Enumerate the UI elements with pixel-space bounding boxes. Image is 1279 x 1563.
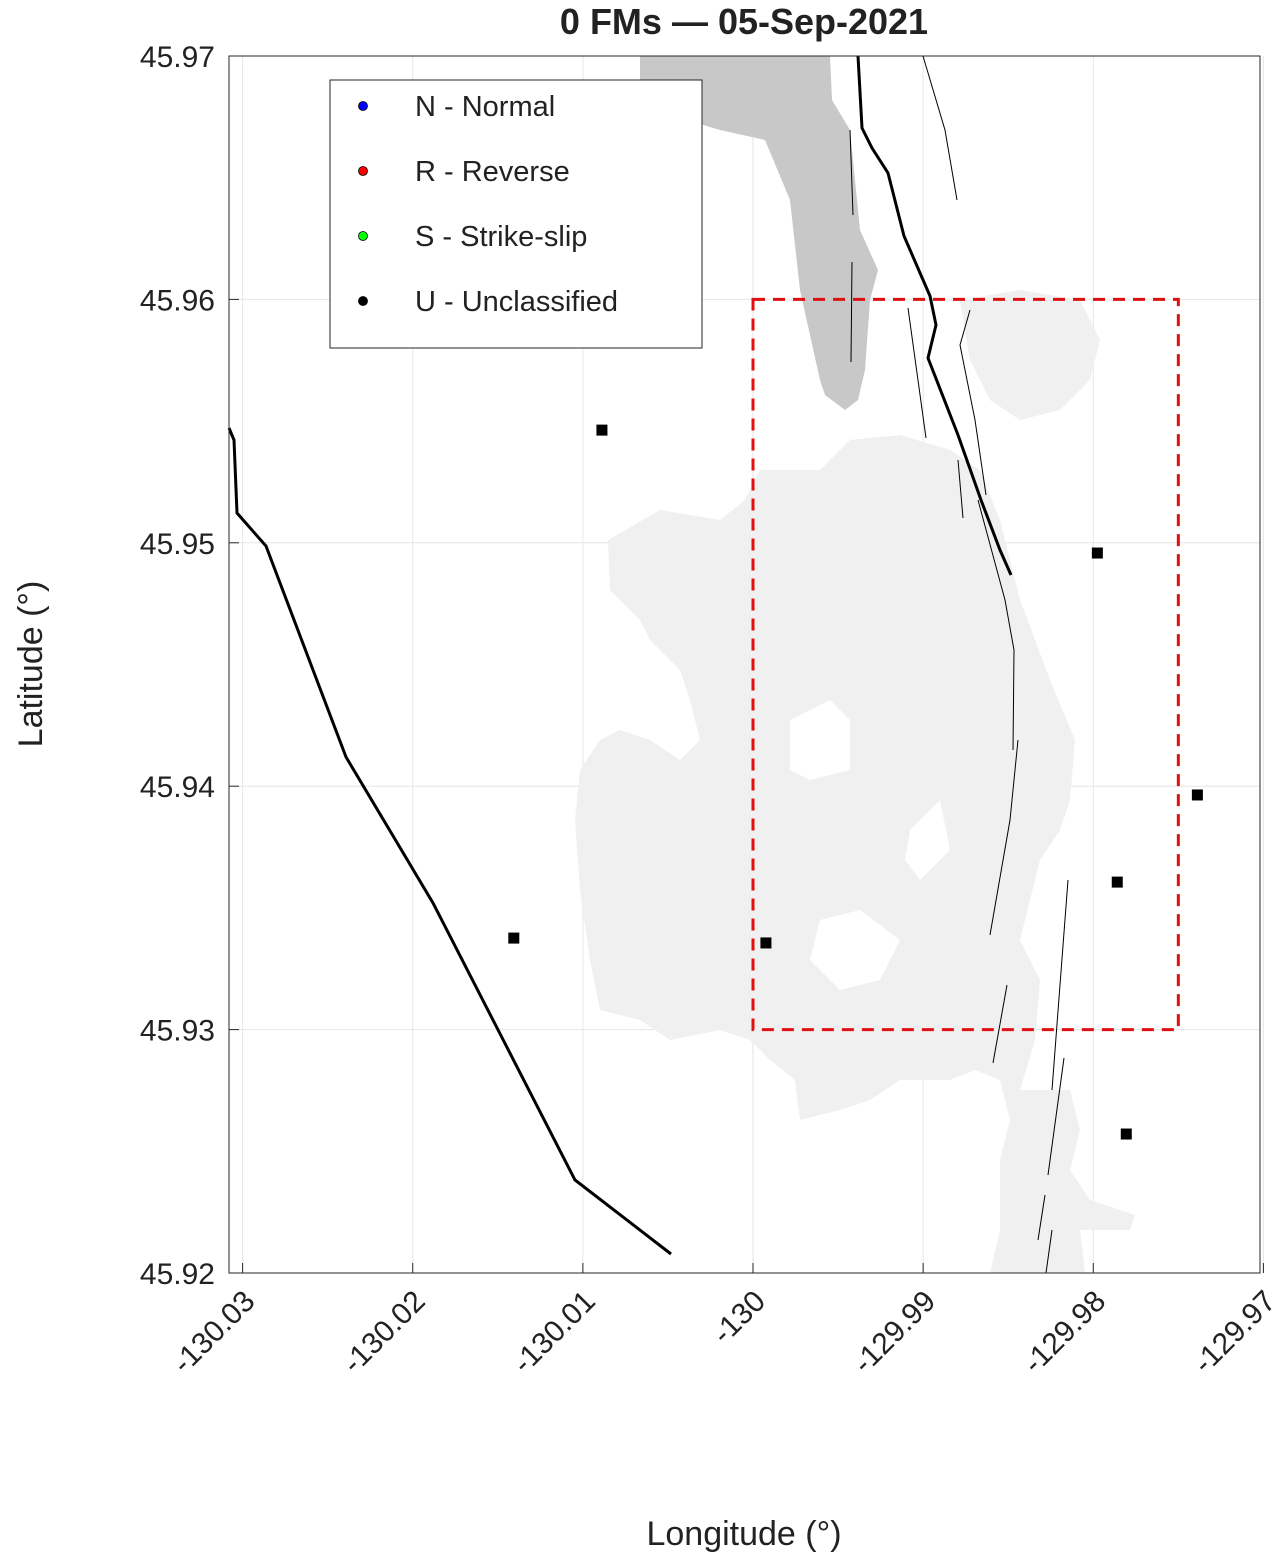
station (508, 932, 520, 944)
x-tick-label: -130.03 (166, 1285, 261, 1380)
legend-marker (358, 101, 368, 111)
x-tick-label: -129.97 (1187, 1285, 1279, 1380)
legend-marker (358, 231, 368, 241)
legend-label: U - Unclassified (415, 286, 618, 318)
y-tick-label: 45.95 (140, 528, 215, 561)
x-tick-label: -130.01 (507, 1285, 602, 1380)
x-tick-label: -130.02 (336, 1285, 431, 1380)
legend-box (329, 79, 703, 349)
y-tick-label: 45.97 (140, 41, 215, 74)
y-tick-label: 45.92 (140, 1258, 215, 1291)
legend-label: S - Strike-slip (415, 221, 587, 253)
legend-marker (358, 296, 368, 306)
legend-label: N - Normal (415, 91, 555, 123)
bathymetry-gap (790, 700, 950, 990)
ridge-axis (856, 55, 1013, 576)
fault (849, 129, 854, 216)
fault (989, 739, 1019, 936)
fault (959, 309, 987, 496)
station (1111, 876, 1123, 888)
plot-frame (228, 55, 1261, 1274)
fault (850, 261, 853, 363)
x-axis-label: Longitude (°) (646, 1515, 841, 1553)
station (1091, 547, 1103, 559)
x-tick-label: -129.99 (847, 1285, 942, 1380)
thin-faults (849, 55, 1069, 1274)
fault (1047, 1057, 1065, 1176)
legend-label: R - Reverse (415, 156, 570, 188)
ridge-axis (227, 427, 672, 1256)
fault (977, 499, 1015, 751)
legend-marker (358, 166, 368, 176)
y-tick-label: 45.94 (140, 771, 215, 804)
fault (1037, 1194, 1053, 1274)
y-axis-label: Latitude (°) (12, 581, 50, 748)
region-box (751, 297, 1180, 1032)
fault (1051, 879, 1069, 1091)
fault (922, 55, 958, 201)
y-tick-label: 45.93 (140, 1015, 215, 1048)
bathymetry-dark (640, 56, 878, 410)
x-tick-label: -129.98 (1017, 1285, 1112, 1380)
station (760, 937, 772, 949)
station (596, 424, 608, 436)
fault (907, 307, 927, 439)
fault (957, 459, 964, 519)
x-tick-label: -130 (706, 1285, 772, 1351)
legend: N - Normal R - Reverse S - Strike-slip U - … (329, 79, 703, 349)
station (1120, 1128, 1132, 1140)
station (1191, 789, 1203, 801)
fault (992, 984, 1008, 1064)
chart-title: 0 FMs — 05-Sep-2021 (560, 1, 928, 42)
y-tick-label: 45.96 (140, 284, 215, 317)
